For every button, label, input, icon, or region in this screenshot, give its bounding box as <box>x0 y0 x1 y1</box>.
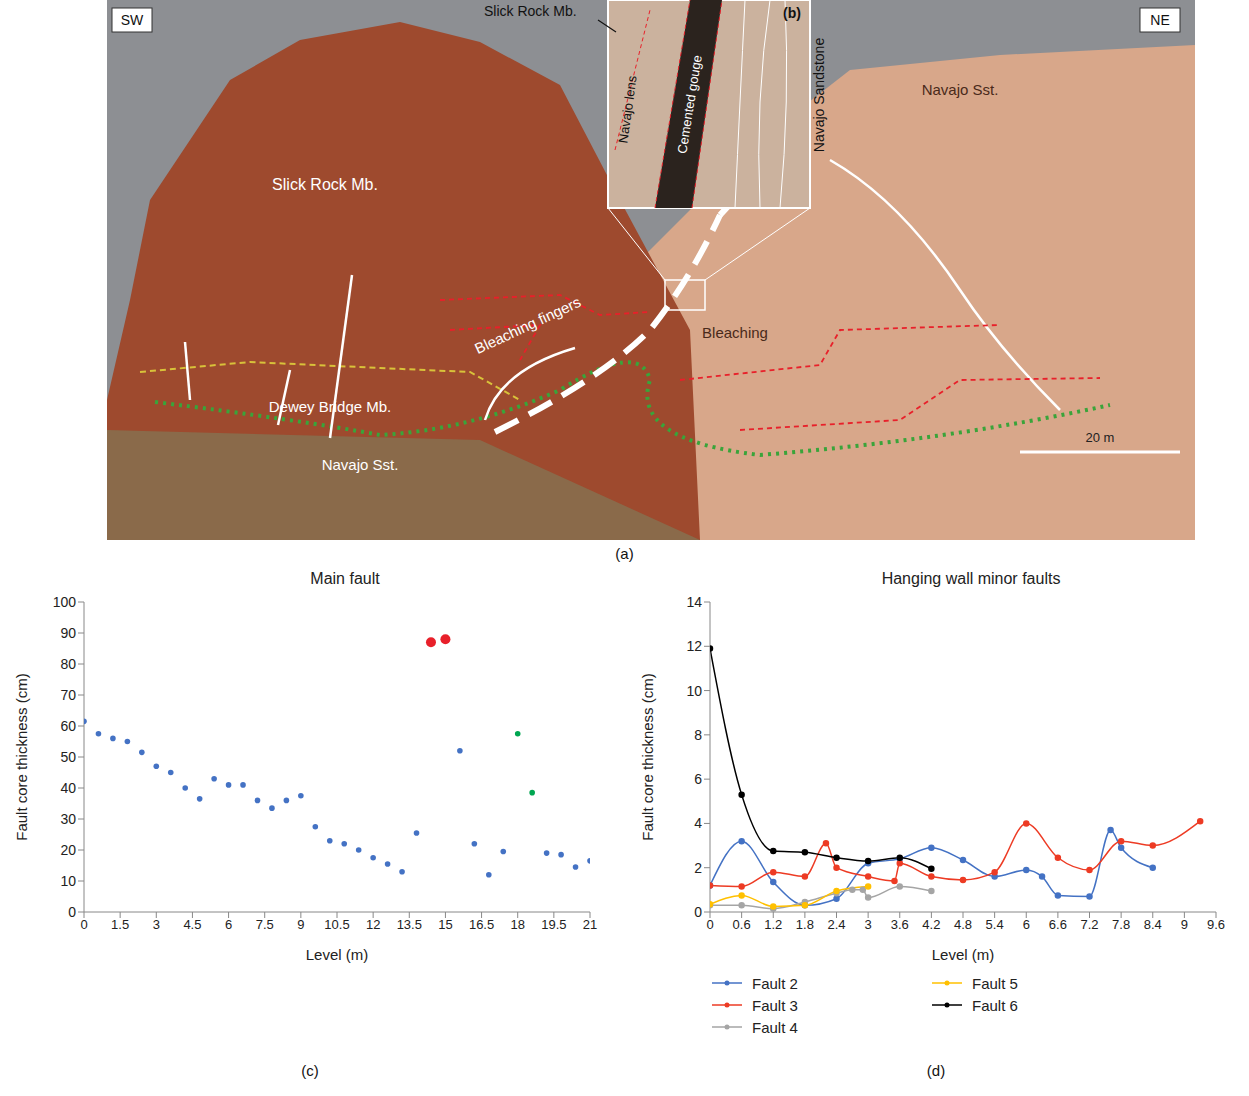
svg-text:0: 0 <box>706 917 713 932</box>
svg-text:3: 3 <box>153 917 160 932</box>
svg-text:Level (m): Level (m) <box>306 946 369 963</box>
svg-text:6: 6 <box>694 771 702 787</box>
svg-text:13.5: 13.5 <box>397 917 422 932</box>
html-text:Fault 5: Fault 5 <box>972 974 1018 992</box>
svg-text:2.4: 2.4 <box>827 917 845 932</box>
svg-text:Navajo Sandstone: Navajo Sandstone <box>811 38 827 153</box>
svg-text:16.5: 16.5 <box>469 917 494 932</box>
svg-text:80: 80 <box>60 656 76 672</box>
svg-text:0: 0 <box>68 904 76 920</box>
svg-text:10.5: 10.5 <box>324 917 349 932</box>
svg-text:Navajo lens: Navajo lens <box>615 74 639 144</box>
svg-text:1.2: 1.2 <box>764 917 782 932</box>
svg-text:Fault core thickness (cm): Fault core thickness (cm) <box>13 673 30 841</box>
svg-text:20 m: 20 m <box>1086 430 1115 445</box>
svg-text:3: 3 <box>865 917 872 932</box>
svg-text:70: 70 <box>60 687 76 703</box>
svg-text:6: 6 <box>225 917 232 932</box>
svg-text:6: 6 <box>1023 917 1030 932</box>
svg-text:21: 21 <box>583 917 597 932</box>
html-text:Fault 3: Fault 3 <box>752 996 798 1014</box>
svg-text:0: 0 <box>80 917 87 932</box>
svg-text:3.6: 3.6 <box>891 917 909 932</box>
svg-text:Dewey Bridge Mb.: Dewey Bridge Mb. <box>269 398 392 415</box>
html-text:Hanging wall minor faults: Hanging wall minor faults <box>881 570 1061 587</box>
svg-text:18: 18 <box>510 917 524 932</box>
svg-text:40: 40 <box>60 780 76 796</box>
svg-text:4: 4 <box>694 815 702 831</box>
svg-text:SW: SW <box>121 12 144 28</box>
svg-text:7.5: 7.5 <box>256 917 274 932</box>
svg-text:(b): (b) <box>783 5 801 21</box>
svg-text:15: 15 <box>438 917 452 932</box>
svg-text:8: 8 <box>694 727 702 743</box>
svg-text:9.6: 9.6 <box>1207 917 1225 932</box>
html-text:Fault 2: Fault 2 <box>752 974 798 992</box>
svg-text:8.4: 8.4 <box>1144 917 1162 932</box>
svg-text:7.8: 7.8 <box>1112 917 1130 932</box>
svg-text:1.8: 1.8 <box>796 917 814 932</box>
html-text:Fault 4: Fault 4 <box>752 1018 798 1036</box>
svg-text:Navajo Sst.: Navajo Sst. <box>922 81 999 98</box>
svg-text:NE: NE <box>1150 12 1169 28</box>
svg-text:Slick Rock Mb.: Slick Rock Mb. <box>484 3 577 19</box>
svg-text:Level (m): Level (m) <box>932 946 995 963</box>
svg-text:90: 90 <box>60 625 76 641</box>
svg-text:0.6: 0.6 <box>733 917 751 932</box>
svg-text:1.5: 1.5 <box>111 917 129 932</box>
svg-text:9: 9 <box>297 917 304 932</box>
svg-text:20: 20 <box>60 842 76 858</box>
svg-text:100: 100 <box>53 594 77 610</box>
svg-text:Slick Rock Mb.: Slick Rock Mb. <box>272 176 378 193</box>
html-text:Fault 6: Fault 6 <box>972 996 1018 1014</box>
svg-text:Bleaching: Bleaching <box>702 324 768 341</box>
svg-text:4.5: 4.5 <box>183 917 201 932</box>
svg-text:4.8: 4.8 <box>954 917 972 932</box>
svg-text:Cemented gouge: Cemented gouge <box>674 54 704 155</box>
html-text:Main fault: Main fault <box>310 570 380 587</box>
svg-text:60: 60 <box>60 718 76 734</box>
html-text:(d): (d) <box>926 1062 946 1079</box>
svg-text:14: 14 <box>686 594 702 610</box>
html-text:(a): (a) <box>615 545 634 562</box>
svg-text:2: 2 <box>694 860 702 876</box>
svg-text:50: 50 <box>60 749 76 765</box>
svg-text:Fault core thickness (cm): Fault core thickness (cm) <box>639 673 656 841</box>
svg-text:4.2: 4.2 <box>922 917 940 932</box>
svg-text:7.2: 7.2 <box>1080 917 1098 932</box>
svg-text:Bleaching fingers: Bleaching fingers <box>472 293 583 357</box>
svg-text:0: 0 <box>694 904 702 920</box>
svg-text:9: 9 <box>1181 917 1188 932</box>
svg-text:19.5: 19.5 <box>541 917 566 932</box>
svg-text:30: 30 <box>60 811 76 827</box>
svg-text:10: 10 <box>60 873 76 889</box>
svg-text:Navajo Sst.: Navajo Sst. <box>322 456 399 473</box>
svg-text:10: 10 <box>686 683 702 699</box>
svg-text:6.6: 6.6 <box>1049 917 1067 932</box>
svg-text:12: 12 <box>366 917 380 932</box>
svg-text:12: 12 <box>686 638 702 654</box>
html-text:(c): (c) <box>301 1062 319 1079</box>
svg-text:5.4: 5.4 <box>986 917 1004 932</box>
